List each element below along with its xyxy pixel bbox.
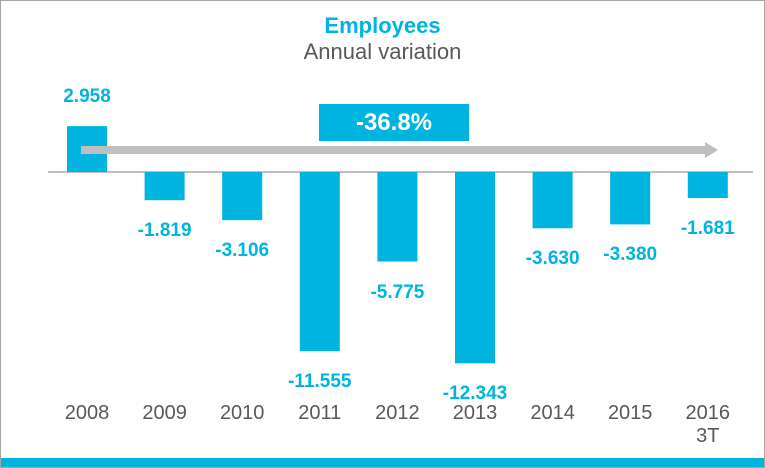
x-tick-label: 2009: [142, 402, 187, 424]
value-label: -1.819: [137, 220, 192, 242]
arrow-head: [705, 142, 718, 158]
value-label: -1.681: [680, 218, 735, 240]
x-tick-label: 2012: [375, 402, 420, 424]
bar: [532, 172, 573, 229]
value-label: -3.380: [603, 244, 658, 266]
value-label: -12.343: [442, 383, 508, 405]
annotation: -36.8%: [319, 104, 469, 141]
x-tick-label: 2016 3T: [685, 402, 731, 447]
x-tick-label: 2008: [64, 402, 110, 424]
bar: [222, 172, 263, 221]
value-label: -11.555: [288, 371, 352, 393]
x-tick-label: 2014: [530, 402, 575, 424]
value-label: -3.630: [525, 248, 580, 270]
chart-title: Employees: [324, 13, 441, 38]
bar: [610, 172, 651, 225]
value-label: 2.958: [63, 86, 111, 108]
value-label: -3.106: [215, 240, 270, 262]
bar: [687, 172, 728, 199]
x-tick-label: 2011: [298, 402, 342, 424]
chart-subtitle: Annual variation: [303, 39, 462, 64]
x-tick-label: 2010: [219, 402, 265, 424]
bar: [144, 172, 185, 201]
bar: [377, 172, 418, 262]
bar: [455, 172, 495, 364]
x-tick-label: 2015: [607, 402, 653, 424]
value-label: -5.775: [370, 281, 425, 303]
bottom-band: [1, 458, 764, 467]
bar: [299, 172, 340, 352]
x-tick-label: 2013: [452, 402, 498, 424]
